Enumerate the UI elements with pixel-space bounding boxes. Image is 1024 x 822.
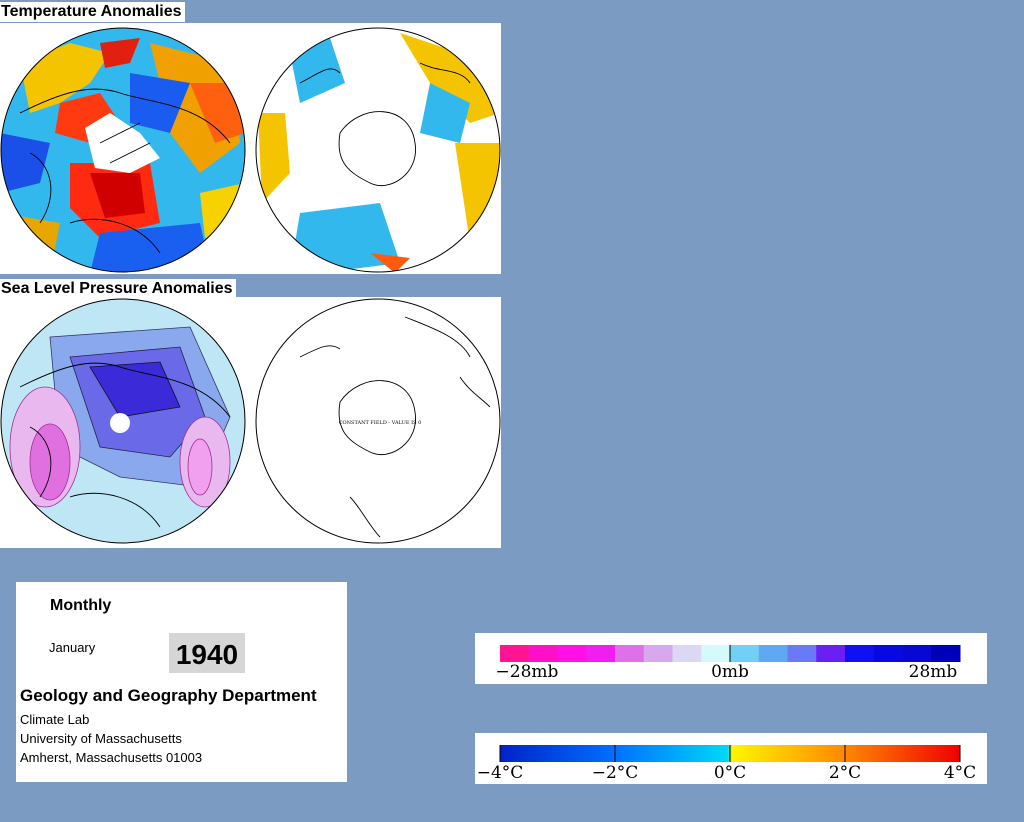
- pressure-swatch: [557, 645, 587, 662]
- temperature-label-3: 2°C: [829, 763, 861, 783]
- pressure-swatch: [931, 645, 961, 662]
- pressure-legend: −28mb 0mb 28mb: [475, 633, 987, 684]
- pressure-swatch: [730, 645, 760, 662]
- department-name: Geology and Geography Department: [20, 686, 317, 705]
- year-display: 1940: [169, 633, 245, 673]
- lab-name: Climate Lab: [20, 712, 90, 727]
- pressure-swatch: [902, 645, 932, 662]
- temperature-title: Temperature Anomalies: [0, 2, 185, 22]
- temperature-label-2: 0°C: [714, 763, 746, 783]
- temperature-northern-hemisphere-map: [1, 28, 245, 272]
- pressure-swatch: [816, 645, 846, 662]
- pressure-label-zero: 0mb: [711, 662, 749, 682]
- pressure-swatch: [758, 645, 788, 662]
- temperature-maps-panel: [0, 23, 501, 274]
- temperature-legend: −4°C −2°C 0°C 2°C 4°C: [475, 733, 987, 784]
- temperature-label-0: −4°C: [477, 763, 524, 783]
- pressure-swatch: [787, 645, 817, 662]
- temperature-ticks: [499, 745, 961, 762]
- pressure-swatch: [615, 645, 645, 662]
- address-line: Amherst, Massachusetts 01003: [20, 750, 203, 765]
- pressure-title: Sea Level Pressure Anomalies: [0, 279, 236, 299]
- pressure-label-max: 28mb: [909, 662, 958, 682]
- university-name: University of Massachusetts: [20, 731, 182, 746]
- month-label: January: [49, 640, 96, 655]
- pressure-label-min: −28mb: [496, 662, 559, 682]
- pressure-maps-panel: CONSTANT FIELD - VALUE IS 0: [0, 297, 501, 548]
- pressure-swatch: [672, 645, 702, 662]
- pressure-swatch: [873, 645, 903, 662]
- info-box: Monthly January 1940 Geology and Geograp…: [16, 582, 347, 782]
- temperature-label-1: −2°C: [592, 763, 639, 783]
- pressure-swatch: [528, 645, 558, 662]
- pressure-swatch: [586, 645, 616, 662]
- temperature-southern-hemisphere-map: [256, 28, 500, 272]
- pressure-swatch: [701, 645, 731, 662]
- pressure-swatch: [845, 645, 875, 662]
- period-label: Monthly: [50, 597, 112, 614]
- pressure-swatch: [643, 645, 673, 662]
- constant-field-note: CONSTANT FIELD - VALUE IS 0: [339, 420, 422, 426]
- pressure-northern-hemisphere-map: [1, 299, 245, 543]
- pressure-swatch: [500, 645, 530, 662]
- temperature-label-4: 4°C: [944, 763, 976, 783]
- pressure-color-bar: [500, 645, 961, 662]
- pressure-southern-hemisphere-map: CONSTANT FIELD - VALUE IS 0: [255, 298, 501, 544]
